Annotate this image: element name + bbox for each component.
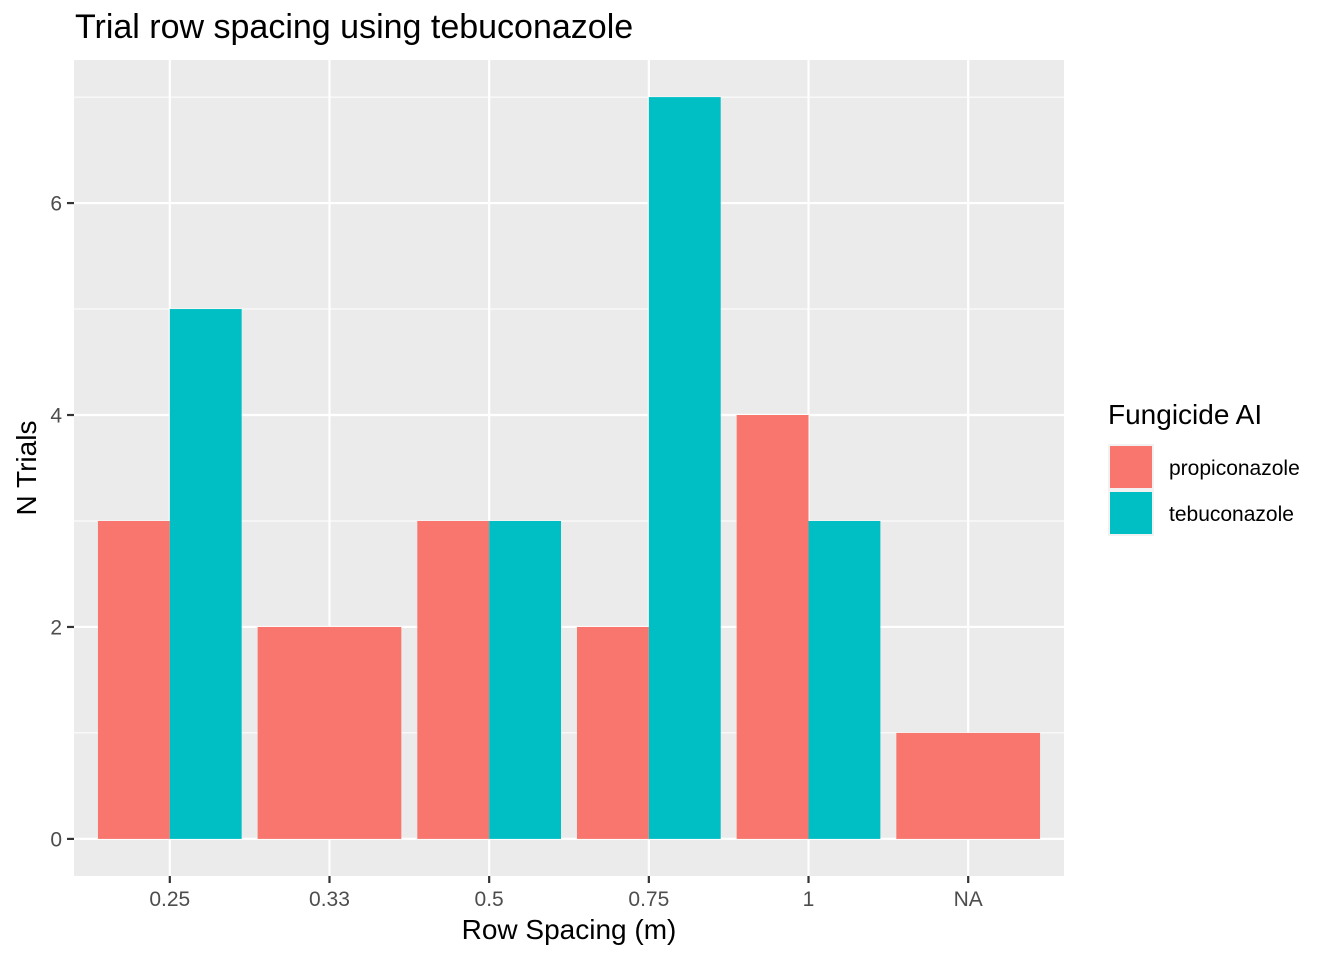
y-tick-label: 4 (50, 405, 62, 428)
bar-propiconazole-0.33 (257, 626, 402, 839)
x-axis-title: Row Spacing (m) (462, 914, 677, 945)
legend-swatch-tebuconazole (1110, 492, 1152, 534)
y-tick-label: 0 (50, 828, 62, 851)
bar-propiconazole-1 (736, 415, 809, 839)
y-tick-label: 6 (50, 193, 62, 216)
x-tick-label: 0.33 (309, 888, 350, 911)
bar-propiconazole-0.25 (97, 520, 170, 839)
x-tick-label: 1 (803, 888, 815, 911)
bar-tebuconazole-0.5 (489, 520, 562, 839)
x-tick-label: 0.25 (149, 888, 190, 911)
legend: Fungicide AI propiconazole tebuconazole (1108, 399, 1300, 536)
y-axis-title: N Trials (11, 421, 42, 516)
bar-propiconazole-0.5 (417, 520, 490, 839)
bar-tebuconazole-1 (808, 520, 881, 839)
x-tick-label: 0.5 (475, 888, 504, 911)
x-axis: 0.25 0.33 0.5 0.75 1 NA (149, 876, 983, 911)
chart-title: Trial row spacing using tebuconazole (75, 8, 633, 46)
legend-label-propiconazole: propiconazole (1169, 457, 1300, 480)
x-tick-label: NA (954, 888, 983, 911)
y-tick-label: 2 (50, 616, 62, 639)
legend-label-tebuconazole: tebuconazole (1169, 503, 1294, 526)
legend-swatch-propiconazole (1110, 446, 1152, 488)
bar-tebuconazole-0.25 (169, 309, 242, 839)
bar-propiconazole-NA (896, 732, 1041, 839)
bar-tebuconazole-0.75 (648, 97, 721, 839)
bar-propiconazole-0.75 (576, 626, 649, 839)
x-tick-label: 0.75 (628, 888, 669, 911)
y-axis: 0 2 4 6 (50, 193, 74, 851)
legend-title: Fungicide AI (1108, 399, 1262, 430)
bars (97, 97, 1041, 839)
